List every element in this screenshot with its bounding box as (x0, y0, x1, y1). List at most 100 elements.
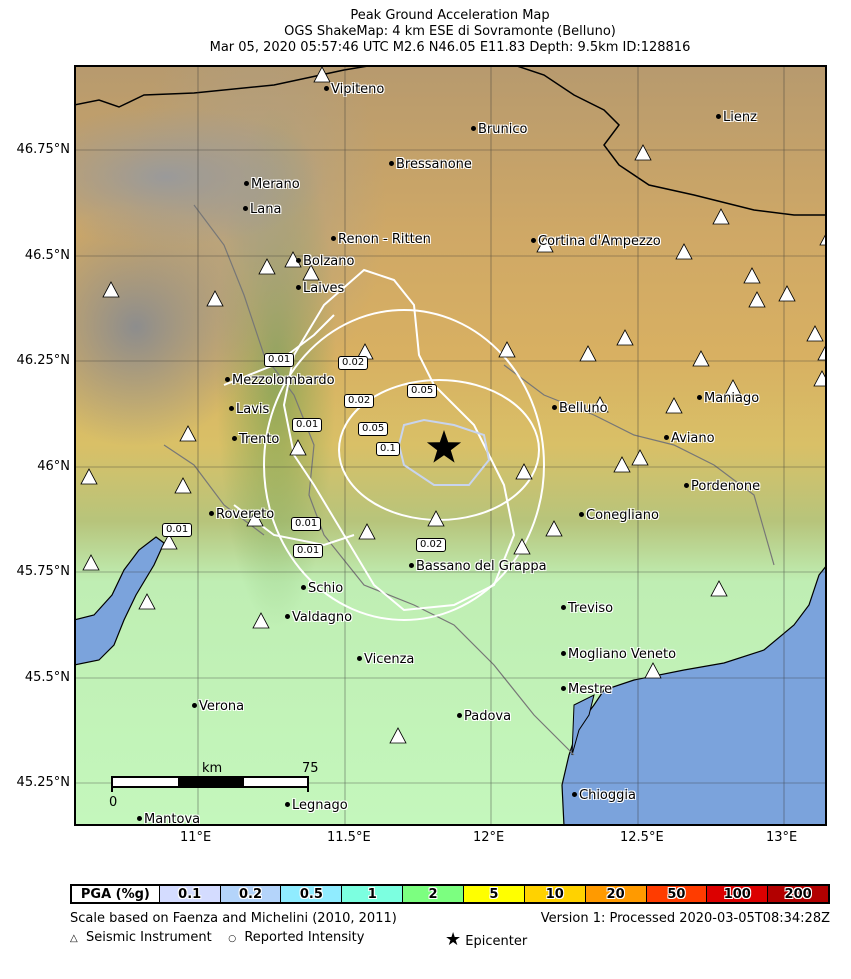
seismic-station-icon[interactable] (358, 523, 376, 540)
seismic-station-icon[interactable] (82, 554, 100, 571)
seismic-station-icon[interactable] (515, 463, 533, 480)
contour-label: 0.05 (358, 422, 389, 436)
seismic-station-icon[interactable] (102, 281, 120, 298)
seismic-station-icon[interactable] (631, 449, 649, 466)
seismic-station-icon[interactable] (427, 510, 445, 527)
city-label: Maniago (697, 392, 759, 406)
seismic-station-icon[interactable] (813, 370, 827, 387)
legend-bin: 0.2 (219, 886, 281, 902)
city-label: Trento (232, 433, 279, 447)
seismic-station-icon[interactable] (710, 580, 728, 597)
seismic-station-icon[interactable] (665, 397, 683, 414)
seismic-station-icon[interactable] (712, 208, 730, 225)
contour-label: 0.01 (162, 523, 193, 537)
city-label: Conegliano (579, 509, 659, 523)
lon-tick-label: 12°E (473, 830, 505, 845)
seismic-station-icon[interactable] (289, 439, 307, 456)
seismic-station-icon[interactable] (160, 533, 178, 550)
seismic-station-icon[interactable] (302, 264, 320, 281)
seismic-station-icon[interactable] (174, 477, 192, 494)
triangle-icon: △ (70, 933, 78, 944)
city-label: Brunico (471, 123, 527, 137)
city-label: Cortina d'Ampezzo (531, 235, 661, 249)
legend-bin: 200 (767, 886, 829, 902)
seismic-station-icon[interactable] (138, 593, 156, 610)
city-label: Lienz (716, 111, 757, 125)
contour-label: 0.02 (338, 356, 369, 370)
lat-tick-label: 46°N (37, 459, 70, 474)
map-subtitle: OGS ShakeMap: 4 km ESE di Sovramonte (Be… (284, 24, 616, 39)
version-info: Version 1: Processed 2020-03-05T08:34:28… (540, 911, 830, 926)
national-border (76, 67, 825, 216)
legend-bin: 5 (462, 886, 524, 902)
seismic-station-icon[interactable] (748, 291, 766, 308)
epicenter-star[interactable] (426, 430, 462, 463)
contour-label: 0.1 (376, 442, 400, 456)
lat-tick-label: 46.5°N (24, 248, 70, 263)
scale-max: 75 (302, 761, 319, 776)
seismic-station-icon[interactable] (806, 325, 824, 342)
legend-bin: 0.5 (280, 886, 342, 902)
borders (76, 67, 825, 756)
seismic-station-icon[interactable] (179, 425, 197, 442)
seismic-station-icon[interactable] (498, 341, 516, 358)
shakemap[interactable]: Vipiteno Lienz Brunico Bressanone Merano Lana… (74, 65, 827, 826)
city-label: Lavis (229, 403, 269, 417)
seismic-station-icon[interactable] (545, 520, 563, 537)
map-title: Peak Ground Acceleration Map (350, 8, 550, 23)
seismic-station-icon[interactable] (743, 267, 761, 284)
city-label: Lana (243, 203, 281, 217)
city-label: Merano (244, 178, 300, 192)
lake-garda (76, 536, 165, 666)
event-info: Mar 05, 2020 05:57:46 UTC M2.6 N46.05 E1… (209, 40, 691, 55)
map-overlay (76, 67, 827, 824)
seismic-station-icon[interactable] (675, 243, 693, 260)
seismic-station-icon[interactable] (644, 662, 662, 679)
city-label: Schio (301, 582, 343, 596)
seismic-station-icon[interactable] (819, 230, 827, 246)
contour-label: 0.02 (344, 394, 375, 408)
legend-bin: 50 (645, 886, 707, 902)
seismic-station-icon[interactable] (634, 144, 652, 161)
seismic-station-icon[interactable] (313, 67, 331, 83)
scale-min: 0 (109, 795, 118, 810)
city-label: Pordenone (684, 480, 760, 494)
lon-tick-label: 11.5°E (327, 830, 371, 845)
pga-legend: PGA (%g) 0.1 0.2 0.5 1 2 5 10 20 50 100 200 (70, 884, 830, 904)
contour-0.01 (282, 268, 516, 612)
seismic-station-icon[interactable] (692, 350, 710, 367)
seismic-station-icon[interactable] (613, 456, 631, 473)
seismic-station-icon[interactable] (778, 285, 796, 302)
seismic-station-icon[interactable] (616, 329, 634, 346)
water-bodies (76, 536, 825, 824)
contour-label: 0.01 (291, 517, 322, 531)
seismic-station-icon[interactable] (389, 727, 407, 744)
contour-label: 0.01 (264, 353, 295, 367)
seismic-station-icon[interactable] (513, 538, 531, 555)
contour-label: 0.01 (292, 418, 323, 432)
city-label: Mantova (137, 813, 200, 825)
city-label: Verona (192, 700, 244, 714)
city-label: Mezzolombardo (225, 374, 335, 388)
city-label: Mogliano Veneto (561, 648, 676, 662)
legend-bin: PGA (%g) (72, 886, 159, 902)
city-label: Bassano del Grappa (409, 560, 547, 574)
seismic-station-icon[interactable] (579, 345, 597, 362)
city-label: Mestre (561, 683, 612, 697)
city-label: Rovereto (209, 508, 274, 522)
legend-bin: 1 (341, 886, 403, 902)
city-label: Aviano (664, 432, 715, 446)
seismic-station-icon[interactable] (80, 468, 98, 485)
city-label: Bressanone (389, 158, 472, 172)
seismic-station-icon[interactable] (258, 258, 276, 275)
seismic-station-icon[interactable] (206, 290, 224, 307)
scale-bar (111, 776, 309, 792)
legend-instrument: △ Seismic Instrument ○ Reported Intensit… (70, 930, 364, 945)
scale-note: Scale based on Faenza and Michelini (201… (70, 911, 397, 926)
seismic-station-icon[interactable] (252, 612, 270, 629)
contour-label: 0.02 (416, 538, 447, 552)
seismic-station-icon[interactable] (817, 345, 827, 361)
lat-tick-label: 45.25°N (16, 775, 70, 790)
lon-tick-label: 13°E (766, 830, 798, 845)
city-label: Padova (457, 710, 511, 724)
